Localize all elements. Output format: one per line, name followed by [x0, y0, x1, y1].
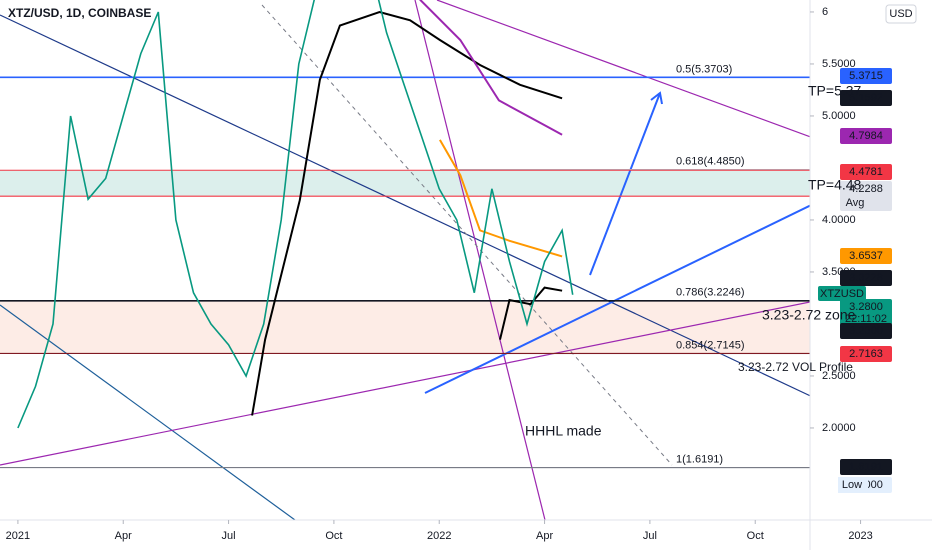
annotation: HHHL made — [525, 423, 602, 439]
annotation: TP=4.48 — [808, 177, 862, 193]
price-tag-label: 4.2288 — [849, 183, 883, 195]
price-tag-label: 5.3715 — [849, 70, 883, 82]
price-tag — [840, 270, 892, 286]
price-tag-label: 3.3228 — [849, 272, 883, 284]
moving-average — [439, 139, 563, 258]
moving-average — [419, 0, 563, 136]
y-tick-label: 2.5000 — [822, 370, 856, 382]
fib-label: 0.854(2.7145) — [676, 340, 745, 352]
x-tick-label: Jul — [222, 530, 236, 542]
x-tick-label: Oct — [747, 530, 764, 542]
price-tag-label: 5.1592 — [849, 92, 883, 104]
currency-box[interactable] — [885, 4, 917, 24]
price-tag-label: 4.4781 — [849, 166, 883, 178]
plot — [0, 0, 810, 520]
y-tick-label: 4.0000 — [822, 214, 856, 226]
fib-label: 0.5(5.3703) — [676, 63, 732, 75]
price-tag-label: 4.7984 — [849, 130, 883, 142]
x-tick-label: Oct — [325, 530, 342, 542]
moving-average — [499, 286, 563, 340]
price-tag — [838, 477, 868, 493]
zone — [0, 300, 810, 354]
fib-label: 0.618(4.4850) — [676, 155, 745, 167]
chart-title: XTZ/USD, 1D, COINBASE — [8, 6, 151, 20]
price-tag — [840, 164, 892, 180]
price-tag-label: 3.6537 — [849, 250, 883, 262]
arrow — [589, 92, 661, 276]
price-tag — [840, 346, 892, 362]
price-tag-label: 3.2800 — [849, 301, 883, 313]
y-tick-label: 6 — [822, 6, 828, 18]
x-tick-label: Apr — [536, 530, 553, 542]
x-tick-label: 2023 — [848, 530, 872, 542]
trendline — [436, 0, 810, 138]
price-tag — [840, 248, 892, 264]
price-tag-note: Avg — [846, 197, 865, 209]
x-tick-label: Apr — [115, 530, 132, 542]
price-tag — [840, 90, 892, 106]
arrow-head — [650, 91, 663, 105]
series-tag-name: XTZUSD — [820, 288, 864, 300]
currency: USD — [889, 8, 912, 20]
price-tag — [840, 181, 892, 211]
price-tag-label: 2.7163 — [849, 348, 883, 360]
trendline — [0, 14, 810, 397]
x-tick-label: 2021 — [6, 530, 30, 542]
price-tag-label: 1.6191 — [849, 461, 883, 473]
fib-label: 1(1.6191) — [676, 453, 723, 465]
price-tag — [840, 323, 892, 339]
price-tag — [840, 459, 892, 475]
y-tick-label: 2.0000 — [822, 422, 856, 434]
trendline — [424, 204, 810, 394]
trendline — [0, 304, 296, 520]
price-line — [17, 0, 574, 429]
trendline — [0, 301, 810, 466]
series-tag-time: 22:11:02 — [845, 313, 887, 325]
price-tag — [840, 128, 892, 144]
trendline — [261, 4, 673, 466]
fib-label: 0.786(3.2246) — [676, 287, 745, 299]
y-tick-label: 5.5000 — [822, 58, 856, 70]
moving-average — [251, 10, 563, 416]
y-tick-label: 5.0000 — [822, 110, 856, 122]
price-tag-note: Low — [842, 479, 862, 491]
zone — [0, 170, 810, 197]
price-tag — [840, 68, 892, 84]
annotation: TP=5.37 — [808, 83, 862, 99]
price-tag-label: 3.2300 — [849, 325, 883, 337]
x-tick-label: Jul — [643, 530, 657, 542]
annotation: 3.23-2.72 VOL Profile — [738, 360, 853, 374]
plot-background — [0, 170, 810, 354]
x-tick-label: 2022 — [427, 530, 451, 542]
annotation: 3.23-2.72 zone — [762, 307, 856, 323]
series-tag — [818, 286, 866, 301]
price-tag — [840, 299, 892, 325]
